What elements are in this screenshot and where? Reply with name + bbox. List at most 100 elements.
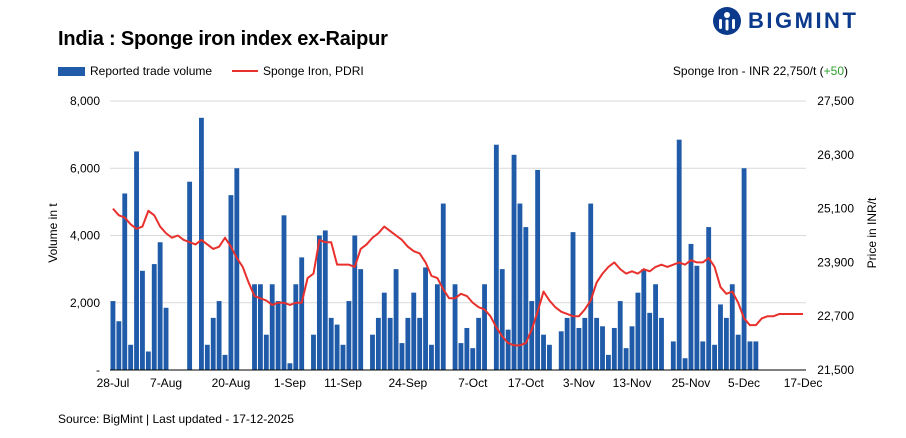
x-tick-label: 13-Nov xyxy=(613,376,652,390)
volume-bar xyxy=(718,304,723,370)
legend-line-label: Sponge Iron, PDRI xyxy=(263,64,364,78)
volume-bar xyxy=(228,195,234,370)
volume-bar xyxy=(635,292,641,370)
volume-bar xyxy=(523,227,529,370)
volume-bar xyxy=(753,341,759,370)
x-tick-label: 3-Nov xyxy=(563,376,595,390)
x-tick-label: 7-Aug xyxy=(150,376,182,390)
y2-tick-label: 23,900 xyxy=(817,255,854,269)
volume-bar xyxy=(582,317,588,370)
volume-bar xyxy=(659,317,664,370)
volume-bar xyxy=(706,227,712,370)
chart-title: India : Sponge iron index ex-Raipur xyxy=(58,28,388,50)
legend-bar-swatch xyxy=(58,66,85,76)
x-tick-label: 1-Sep xyxy=(274,376,306,390)
legend-line-swatch xyxy=(232,70,258,72)
volume-bar xyxy=(535,169,541,370)
volume-bar xyxy=(358,269,364,371)
y-axis-label: Volume in t xyxy=(46,203,60,263)
x-tick-label: 17-Dec xyxy=(784,376,823,390)
y2-tick-label: 26,300 xyxy=(817,148,854,162)
volume-bar xyxy=(647,312,653,370)
volume-bar xyxy=(653,284,659,370)
volume-bar xyxy=(352,235,358,370)
x-tick-label: 25-Nov xyxy=(672,376,711,390)
volume-bar xyxy=(157,242,163,370)
volume-bar xyxy=(423,267,428,370)
volume-bar xyxy=(723,317,729,370)
brand-logo: BIGMINT xyxy=(712,6,858,36)
volume-bar xyxy=(393,269,399,371)
volume-bar xyxy=(458,343,464,370)
volume-bar xyxy=(440,203,446,370)
volume-bar xyxy=(499,269,505,371)
legend-line-entry: Sponge Iron, PDRI xyxy=(232,64,364,78)
volume-bar xyxy=(605,354,611,370)
volume-bar xyxy=(641,269,647,371)
y-tick-label: 2,000 xyxy=(70,296,100,310)
volume-bar xyxy=(464,327,470,370)
y2-tick-label: 27,500 xyxy=(817,94,854,108)
volume-bar xyxy=(434,284,440,370)
volume-bar xyxy=(576,327,582,370)
volume-bar xyxy=(299,257,305,370)
y2-axis-ticks: 21,500 22,700 23,900 25,100 26,300 27,500 xyxy=(817,94,854,377)
volume-bar xyxy=(505,329,511,370)
price-note: Sponge Iron - INR 22,750/t (+50) xyxy=(673,64,848,78)
volume-bar xyxy=(558,331,564,370)
y2-axis-label: Price in INR/t xyxy=(865,197,879,268)
y-tick-label: - xyxy=(96,363,100,377)
volume-bar xyxy=(340,344,346,370)
price-note-close: ) xyxy=(844,64,848,78)
price-line xyxy=(112,207,804,347)
volume-bar xyxy=(151,264,157,370)
volume-bar xyxy=(729,284,735,370)
legend-bar-entry: Reported trade volume xyxy=(58,64,212,78)
volume-bar xyxy=(476,317,482,370)
volume-bar xyxy=(670,341,676,370)
volume-bar xyxy=(629,326,635,370)
volume-bar xyxy=(381,292,387,370)
volume-bar xyxy=(417,317,423,370)
volume-bar xyxy=(623,348,629,370)
volume-bar xyxy=(199,117,204,370)
x-tick-label: 28-Jul xyxy=(97,376,130,390)
volume-bar xyxy=(747,341,753,370)
legend-bar-label: Reported trade volume xyxy=(90,64,213,78)
volume-bar xyxy=(163,307,169,370)
volume-bar xyxy=(429,344,434,370)
volume-bar xyxy=(122,193,128,370)
bigmint-logo-icon xyxy=(713,7,741,35)
volume-bar xyxy=(275,301,281,370)
y2-tick-label: 21,500 xyxy=(817,363,854,377)
volume-bar xyxy=(617,301,623,370)
volume-bar xyxy=(311,334,316,370)
volume-bar xyxy=(316,235,322,370)
volume-bar xyxy=(375,317,381,370)
volume-bar xyxy=(493,144,499,370)
volume-bar xyxy=(140,270,145,370)
volume-bar xyxy=(541,334,546,370)
x-tick-label: 5-Dec xyxy=(728,376,760,390)
volume-bar xyxy=(411,292,417,370)
volume-bar xyxy=(570,232,576,370)
volume-bar xyxy=(594,317,600,370)
volume-bar xyxy=(269,284,275,370)
volume-bar xyxy=(134,151,139,370)
volume-bar xyxy=(682,358,688,370)
source-note: Source: BigMint | Last updated - 17-12-2… xyxy=(58,412,294,426)
volume-bar xyxy=(370,334,375,370)
volume-bar xyxy=(482,284,487,370)
x-axis-ticks: 28-Jul 7-Aug 20-Aug 1-Sep 11-Sep 24-Sep 7-Oct 1… xyxy=(97,376,823,390)
volume-bar xyxy=(204,344,210,370)
volume-bar xyxy=(281,215,287,370)
volume-bar xyxy=(700,341,706,370)
y-axis-ticks: - 2,000 4,000 6,000 8,000 xyxy=(70,94,100,377)
volume-bar xyxy=(694,265,700,370)
gridlines xyxy=(110,100,806,304)
volume-bar xyxy=(387,317,393,370)
volume-bar xyxy=(187,181,193,370)
volume-bar xyxy=(588,203,594,370)
volume-bar xyxy=(346,301,352,370)
